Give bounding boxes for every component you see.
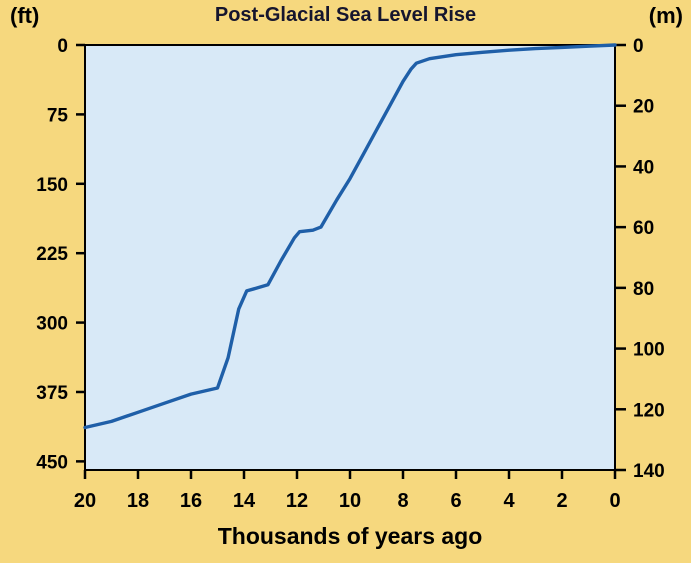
x-axis-tick-label: 12 bbox=[286, 490, 308, 512]
right-axis-tick-label: 40 bbox=[633, 157, 654, 178]
left-axis-unit: (ft) bbox=[10, 3, 40, 28]
right-axis-tick-label: 0 bbox=[633, 36, 644, 57]
left-axis-tick-label: 75 bbox=[47, 105, 69, 126]
x-axis-tick-label: 20 bbox=[74, 490, 96, 512]
right-axis-tick-label: 60 bbox=[633, 218, 654, 239]
plot-area bbox=[84, 44, 616, 471]
right-axis-unit: (m) bbox=[648, 3, 683, 28]
x-axis-tick-label: 8 bbox=[397, 490, 408, 512]
right-axis-tick-label: 120 bbox=[633, 400, 665, 421]
right-axis-tick-label: 100 bbox=[633, 340, 665, 361]
x-axis-tick-label: 6 bbox=[450, 490, 461, 512]
right-axis-tick-label: 80 bbox=[633, 279, 654, 300]
left-axis-tick-label: 150 bbox=[36, 175, 68, 196]
x-axis-tick-label: 0 bbox=[609, 490, 620, 512]
x-axis-tick-label: 18 bbox=[127, 490, 149, 512]
right-axis-tick-label: 20 bbox=[633, 97, 654, 118]
x-axis-tick-label: 10 bbox=[339, 490, 361, 512]
left-axis-tick-label: 375 bbox=[36, 383, 68, 404]
left-axis-tick-label: 300 bbox=[36, 314, 68, 335]
x-axis-tick-label: 4 bbox=[503, 490, 515, 512]
x-axis-tick-label: 16 bbox=[180, 490, 202, 512]
right-axis-tick-label: 140 bbox=[633, 461, 665, 482]
left-axis-tick-label: 225 bbox=[36, 244, 68, 265]
left-axis-tick-label: 0 bbox=[57, 36, 68, 57]
x-axis-label: Thousands of years ago bbox=[217, 523, 483, 549]
sea-level-line bbox=[83, 43, 617, 430]
chart-title: Post-Glacial Sea Level Rise bbox=[214, 4, 477, 26]
x-axis-tick-label: 14 bbox=[233, 490, 256, 512]
left-axis-tick-label: 450 bbox=[36, 452, 68, 473]
x-axis-tick-label: 2 bbox=[556, 490, 567, 512]
